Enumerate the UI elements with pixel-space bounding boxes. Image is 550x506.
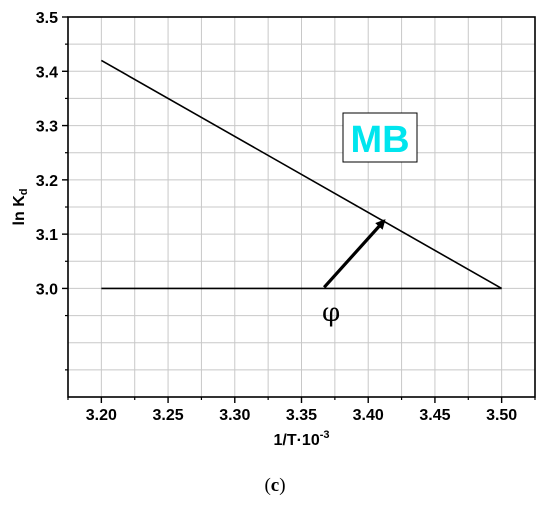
series xyxy=(100,59,503,290)
figure-caption: (c) xyxy=(264,475,285,496)
x-axis-label-superscript: -3 xyxy=(320,429,330,441)
legend-label-mb: MB xyxy=(350,119,409,161)
x-tick-label: 3.45 xyxy=(419,407,450,424)
y-axis-label: ln Kd xyxy=(11,189,30,226)
x-axis-label: 1/T·10-3 xyxy=(273,429,329,449)
y-tick-label: 3.4 xyxy=(36,64,58,81)
y-tick-label: 3.3 xyxy=(36,119,58,136)
x-tick-label: 3.35 xyxy=(286,407,317,424)
x-axis-label-main: 1/T·10 xyxy=(273,432,319,449)
x-tick-label: 3.40 xyxy=(353,407,384,424)
ticks: 3.20 3.25 3.30 3.35 3.40 3.45 3.50 3.0 3.1 3.2 3.3… xyxy=(36,10,536,424)
grid xyxy=(68,16,535,397)
plot-frame xyxy=(67,16,536,398)
y-tick-label: 3.0 xyxy=(36,281,58,298)
caption-open-paren: ( xyxy=(264,475,270,496)
legend-box-frame xyxy=(342,112,418,163)
x-tick-label: 3.30 xyxy=(219,407,250,424)
y-tick-label: 3.5 xyxy=(36,10,58,27)
caption-close-paren: ) xyxy=(279,475,285,496)
legend-box-mb: MB xyxy=(342,112,418,163)
y-tick-label: 3.2 xyxy=(36,173,58,190)
x-tick-label: 3.20 xyxy=(86,407,117,424)
series-line xyxy=(100,59,503,290)
x-tick-label: 3.25 xyxy=(153,407,184,424)
y-axis-label-subscript: d xyxy=(18,189,30,196)
angle-arrow xyxy=(322,219,386,289)
caption-letter: c xyxy=(271,475,279,496)
x-tick-label: 3.50 xyxy=(486,407,517,424)
angle-phi-label: φ xyxy=(322,298,340,328)
y-tick-label: 3.1 xyxy=(36,227,58,244)
y-axis-label-main: ln K xyxy=(11,195,28,226)
